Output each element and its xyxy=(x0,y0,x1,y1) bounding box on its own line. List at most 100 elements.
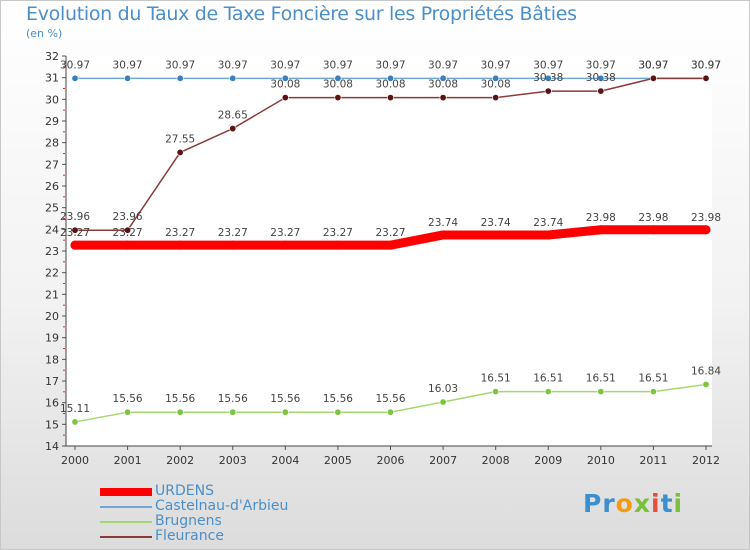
x-tick-label: 2007 xyxy=(429,454,457,467)
data-point xyxy=(123,240,133,250)
data-label: 28.65 xyxy=(218,110,248,122)
logo-letter: P xyxy=(583,489,603,518)
x-tick-label: 2003 xyxy=(219,454,247,467)
data-label: 23.98 xyxy=(638,212,668,224)
y-tick-label: 25 xyxy=(45,202,59,215)
data-label: 30.97 xyxy=(323,59,353,71)
data-label: 16.51 xyxy=(533,373,563,385)
data-label: 23.27 xyxy=(270,227,300,239)
data-label: 30.97 xyxy=(113,59,143,71)
y-tick-label: 29 xyxy=(45,115,59,128)
data-label: 30.97 xyxy=(481,59,511,71)
data-label: 30.97 xyxy=(375,59,405,71)
data-point xyxy=(229,125,237,133)
data-label: 16.51 xyxy=(638,373,668,385)
y-tick-label: 17 xyxy=(45,375,59,388)
data-label: 15.56 xyxy=(113,393,143,405)
y-tick-label: 27 xyxy=(45,158,59,171)
data-label: 23.27 xyxy=(323,227,353,239)
x-tick-label: 2000 xyxy=(61,454,89,467)
data-point xyxy=(386,408,394,416)
y-tick-label: 28 xyxy=(45,137,59,150)
legend-swatch xyxy=(100,535,152,538)
legend-label: URDENS xyxy=(155,483,214,499)
data-label: 15.56 xyxy=(270,393,300,405)
x-tick-label: 2006 xyxy=(377,454,405,467)
data-label: 30.97 xyxy=(428,59,458,71)
y-tick-label: 20 xyxy=(45,310,59,323)
data-label: 23.74 xyxy=(428,217,458,229)
data-label: 15.11 xyxy=(60,403,90,415)
data-label: 30.08 xyxy=(428,79,458,91)
y-tick-label: 23 xyxy=(45,245,59,258)
data-point xyxy=(124,408,132,416)
legend-label: Castelnau-d'Arbieu xyxy=(155,498,289,514)
data-point xyxy=(124,226,132,234)
data-point xyxy=(544,74,552,82)
data-point xyxy=(71,418,79,426)
logo-letter: r xyxy=(602,489,616,518)
data-point xyxy=(280,240,290,250)
data-label: 15.56 xyxy=(218,393,248,405)
data-label: 30.97 xyxy=(165,59,195,71)
y-tick-label: 16 xyxy=(45,397,59,410)
data-label: 30.08 xyxy=(270,79,300,91)
data-label: 30.08 xyxy=(375,79,405,91)
x-tick-label: 2005 xyxy=(324,454,352,467)
data-point xyxy=(597,87,605,95)
data-point xyxy=(333,240,343,250)
data-point xyxy=(439,398,447,406)
data-label: 30.97 xyxy=(60,59,90,71)
logo-letter: i xyxy=(651,489,661,518)
x-tick-label: 2010 xyxy=(587,454,615,467)
data-point xyxy=(228,240,238,250)
legend-swatch xyxy=(100,487,152,496)
data-label: 16.03 xyxy=(428,383,458,395)
data-point xyxy=(281,74,289,82)
y-tick-label: 15 xyxy=(45,418,59,431)
data-label: 16.51 xyxy=(586,373,616,385)
legend-swatch xyxy=(100,505,152,508)
y-tick-label: 22 xyxy=(45,267,59,280)
data-point xyxy=(544,388,552,396)
data-label: 23.27 xyxy=(218,227,248,239)
y-tick-label: 26 xyxy=(45,180,59,193)
data-point xyxy=(124,74,132,82)
y-tick-label: 18 xyxy=(45,353,59,366)
data-label: 23.74 xyxy=(481,217,511,229)
y-tick-label: 19 xyxy=(45,332,59,345)
data-label: 30.08 xyxy=(481,79,511,91)
data-point xyxy=(175,240,185,250)
legend-label: Brugnens xyxy=(155,513,222,529)
proxiti-logo: Proxiti xyxy=(583,489,683,518)
x-tick-label: 2001 xyxy=(114,454,142,467)
data-label: 23.27 xyxy=(375,227,405,239)
data-label: 23.74 xyxy=(533,217,563,229)
data-point xyxy=(229,74,237,82)
data-point xyxy=(492,74,500,82)
logo-letter: i xyxy=(673,489,684,518)
data-point xyxy=(229,408,237,416)
data-point xyxy=(702,380,710,388)
data-label: 30.38 xyxy=(586,72,616,84)
data-label: 16.51 xyxy=(481,373,511,385)
data-label: 30.97 xyxy=(691,59,721,71)
data-point xyxy=(334,408,342,416)
data-point xyxy=(596,225,606,235)
data-point xyxy=(648,225,658,235)
data-label: 23.96 xyxy=(113,211,143,223)
data-label: 23.27 xyxy=(60,227,90,239)
chart-unit-label: (en %) xyxy=(26,27,63,40)
data-point xyxy=(176,408,184,416)
data-label: 15.56 xyxy=(375,393,405,405)
data-point xyxy=(439,74,447,82)
data-label: 23.98 xyxy=(691,212,721,224)
y-tick-label: 24 xyxy=(45,223,59,236)
data-point xyxy=(544,87,552,95)
logo-letter: o xyxy=(615,489,634,518)
data-point xyxy=(281,408,289,416)
data-point xyxy=(386,94,394,102)
data-label: 23.27 xyxy=(165,227,195,239)
data-point xyxy=(439,94,447,102)
